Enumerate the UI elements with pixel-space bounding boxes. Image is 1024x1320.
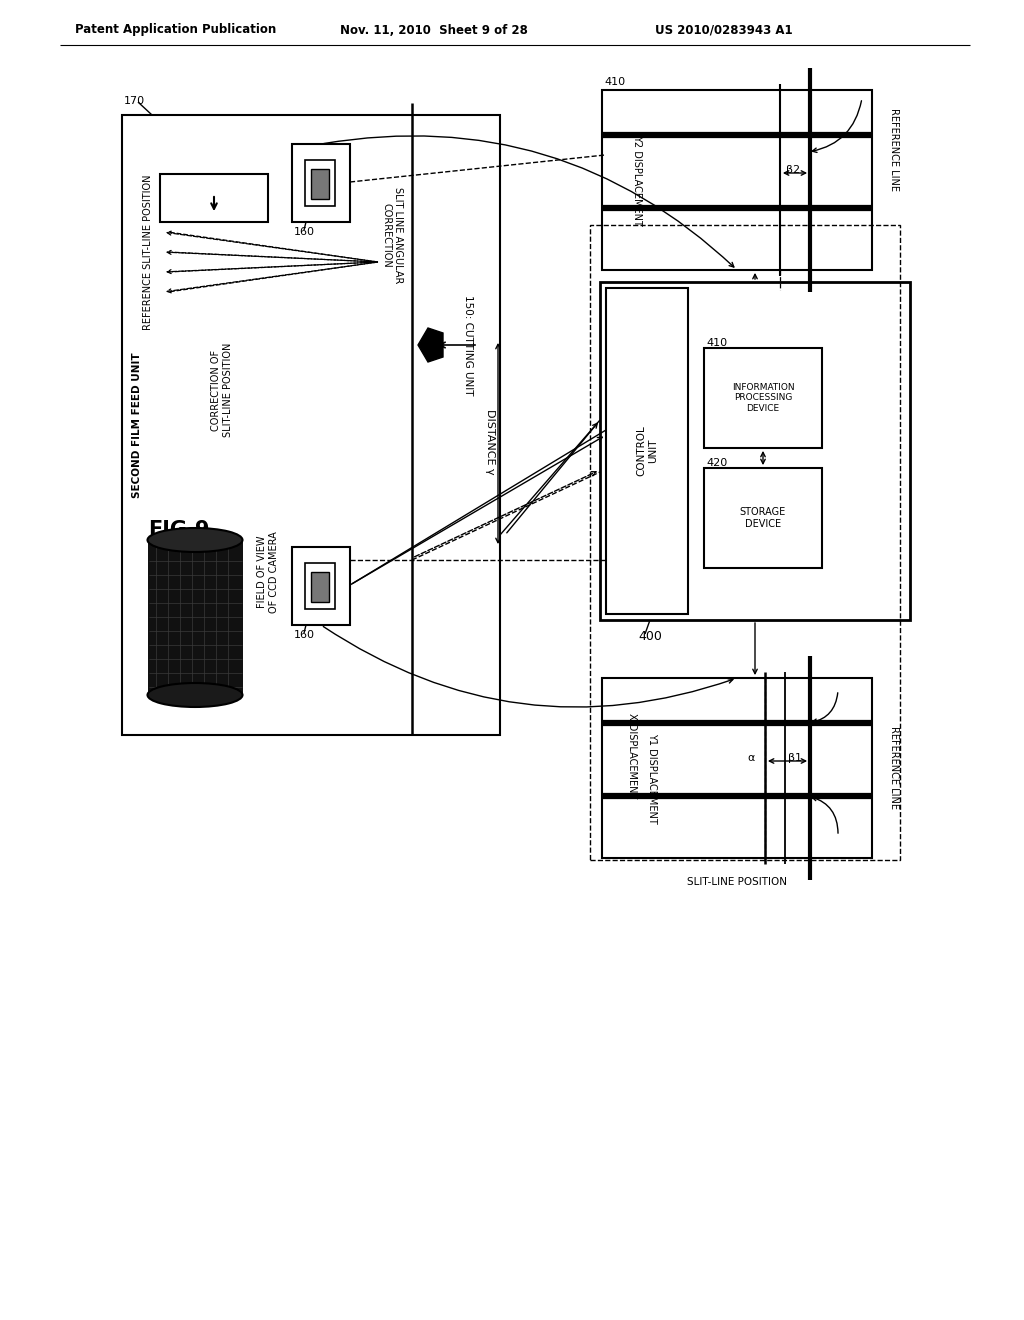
Text: Y2 DISPLACEMENT: Y2 DISPLACEMENT <box>632 135 642 226</box>
Bar <box>122 115 500 735</box>
Ellipse shape <box>147 682 243 708</box>
Text: CORRECTION OF
SLIT-LINE POSITION: CORRECTION OF SLIT-LINE POSITION <box>211 343 232 437</box>
Text: FEED DIRECTION: FEED DIRECTION <box>172 183 256 193</box>
Bar <box>311 169 329 199</box>
Text: Y1 DISPLACEMENT: Y1 DISPLACEMENT <box>647 733 657 824</box>
Text: US 2010/0283943 A1: US 2010/0283943 A1 <box>655 24 793 37</box>
Text: REFERENCE SLIT-LINE POSITION: REFERENCE SLIT-LINE POSITION <box>143 174 153 330</box>
Text: 410: 410 <box>706 338 727 348</box>
Polygon shape <box>418 327 443 362</box>
Bar <box>705 348 822 447</box>
Text: 160: 160 <box>294 227 315 238</box>
Text: β1: β1 <box>788 752 802 763</box>
Bar <box>590 224 900 861</box>
Text: 410: 410 <box>604 77 625 87</box>
Text: β2: β2 <box>786 165 800 176</box>
Bar <box>148 540 243 696</box>
Bar <box>292 144 350 222</box>
Text: X DISPLACEMENT: X DISPLACEMENT <box>627 713 637 799</box>
Text: Nov. 11, 2010  Sheet 9 of 28: Nov. 11, 2010 Sheet 9 of 28 <box>340 24 528 37</box>
Bar <box>602 678 872 858</box>
Bar <box>160 174 268 222</box>
Text: DISTANCE γ: DISTANCE γ <box>485 409 495 475</box>
Ellipse shape <box>147 528 243 552</box>
Text: STORAGE
DEVICE: STORAGE DEVICE <box>740 507 786 529</box>
Bar <box>292 546 350 624</box>
Bar <box>311 572 329 602</box>
Text: INFORMATION
PROCESSING
DEVICE: INFORMATION PROCESSING DEVICE <box>732 383 795 413</box>
Text: FIELD OF VIEW
OF CCD CAMERA: FIELD OF VIEW OF CCD CAMERA <box>257 531 279 612</box>
Text: CONTROL
UNIT: CONTROL UNIT <box>636 425 657 477</box>
Bar <box>305 564 335 609</box>
Text: Patent Application Publication: Patent Application Publication <box>75 24 276 37</box>
Text: REFERENCE LINE: REFERENCE LINE <box>889 726 899 809</box>
Bar <box>305 160 335 206</box>
Bar <box>606 288 688 614</box>
Text: SLIT-LINE POSITION: SLIT-LINE POSITION <box>687 876 787 887</box>
Text: 160: 160 <box>294 630 315 640</box>
Text: 400: 400 <box>638 630 662 643</box>
Text: 150: CUTTING UNIT: 150: CUTTING UNIT <box>463 294 473 395</box>
Text: REFERENCE LINE: REFERENCE LINE <box>889 108 899 191</box>
Text: α: α <box>748 752 755 763</box>
Bar <box>602 90 872 271</box>
Bar <box>705 469 822 568</box>
Text: 420: 420 <box>706 458 727 469</box>
Text: SLIT LINE ANGULAR
CORRECTION: SLIT LINE ANGULAR CORRECTION <box>381 187 402 284</box>
Text: SECOND FILM FEED UNIT: SECOND FILM FEED UNIT <box>132 352 142 498</box>
Text: FIG.9: FIG.9 <box>148 520 210 540</box>
Bar <box>600 282 910 620</box>
Text: 170: 170 <box>124 96 145 106</box>
